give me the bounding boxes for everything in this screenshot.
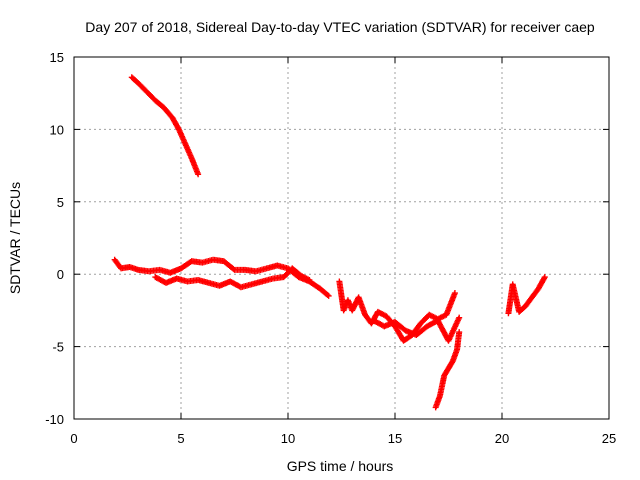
- series-arc-4: [336, 278, 458, 344]
- x-tick-label: 20: [495, 431, 509, 446]
- data-point: [456, 329, 463, 336]
- y-tick-label: 0: [57, 267, 64, 282]
- data-point: [456, 314, 463, 321]
- chart-title: Day 207 of 2018, Sidereal Day-to-day VTE…: [85, 19, 595, 35]
- data-point: [541, 275, 548, 282]
- y-tick-label: 5: [57, 195, 64, 210]
- data-point: [230, 265, 237, 272]
- x-tick-label: 25: [602, 431, 616, 446]
- series-arc-7: [505, 274, 548, 317]
- x-axis-label: GPS time / hours: [287, 458, 394, 474]
- x-tick-label: 10: [281, 431, 295, 446]
- data-point: [195, 171, 202, 178]
- x-tick-label: 0: [70, 431, 77, 446]
- series-arc-3: [152, 265, 313, 291]
- series-arc-2: [111, 256, 332, 299]
- data-point: [541, 274, 548, 281]
- data-point: [306, 276, 313, 283]
- y-tick-label: -5: [52, 340, 64, 355]
- y-tick-label: 10: [50, 122, 64, 137]
- data-point: [325, 292, 332, 299]
- y-axis-label: SDTVAR / TECUs: [7, 182, 23, 294]
- plot-frame: [73, 56, 610, 420]
- series-arc-6: [432, 329, 463, 411]
- y-tick-label: 15: [50, 50, 64, 65]
- data-point: [451, 290, 458, 297]
- x-tick-label: 15: [388, 431, 402, 446]
- data-points: [111, 74, 548, 411]
- series-arc-5: [370, 314, 463, 344]
- axis-ticks: 0 5 10 15 20 25 -10 -5 0 5 10 15: [45, 50, 616, 446]
- grid: [74, 57, 609, 419]
- y-tick-label: -10: [45, 412, 64, 427]
- series-arc-1: [128, 74, 202, 178]
- data-point: [324, 292, 331, 299]
- x-tick-label: 5: [177, 431, 184, 446]
